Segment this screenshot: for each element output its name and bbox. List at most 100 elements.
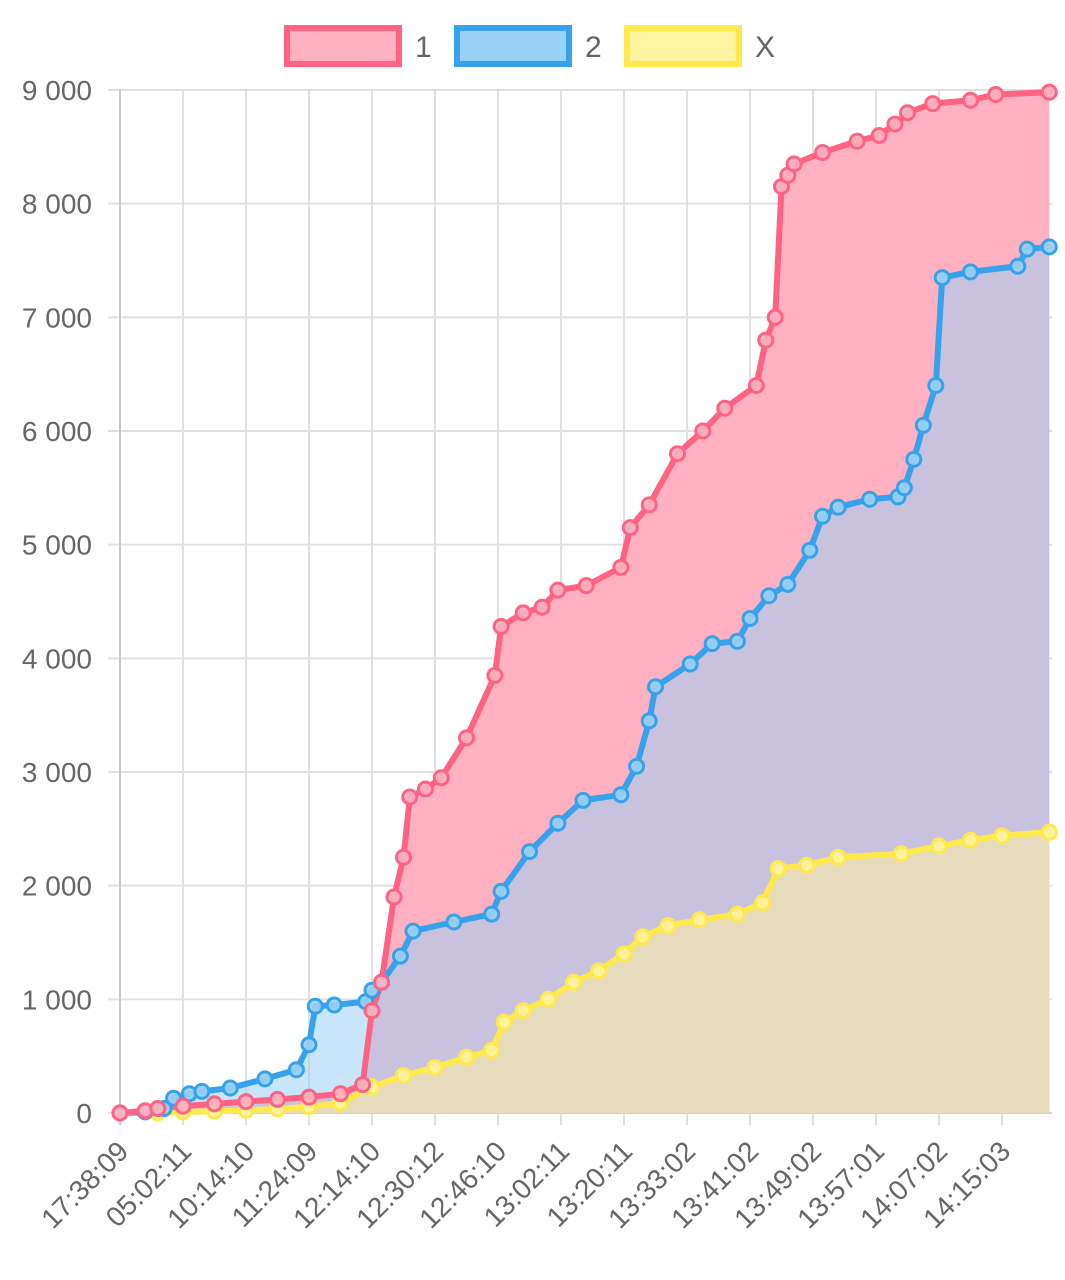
data-point[interactable] (445, 913, 463, 931)
data-point[interactable] (801, 541, 819, 559)
data-point[interactable] (669, 445, 686, 463)
data-point[interactable] (814, 507, 831, 525)
data-point[interactable] (987, 86, 1005, 103)
data-point[interactable] (492, 618, 510, 635)
data-point[interactable] (221, 1079, 239, 1097)
data-point[interactable] (647, 678, 664, 696)
data-point[interactable] (391, 947, 409, 965)
legend-item-1[interactable]: 1 (284, 25, 432, 67)
data-point[interactable] (539, 990, 557, 1008)
data-point[interactable] (899, 104, 916, 122)
data-point[interactable] (300, 1088, 318, 1106)
data-point[interactable] (785, 155, 803, 173)
data-point[interactable] (206, 1095, 223, 1113)
data-point[interactable] (1040, 83, 1058, 101)
data-point[interactable] (174, 1097, 192, 1115)
data-point[interactable] (590, 962, 608, 980)
data-point[interactable] (933, 269, 951, 287)
legend-item-2[interactable]: 2 (454, 25, 602, 67)
data-point[interactable] (373, 973, 390, 991)
data-point[interactable] (615, 945, 633, 963)
data-point[interactable] (757, 331, 775, 349)
data-point[interactable] (432, 769, 450, 787)
data-point[interactable] (269, 1090, 286, 1108)
data-point[interactable] (533, 598, 551, 616)
data-point[interactable] (111, 1104, 129, 1122)
data-point[interactable] (612, 558, 630, 576)
data-point[interactable] (779, 575, 797, 593)
data-point[interactable] (1009, 257, 1027, 275)
data-point[interactable] (691, 911, 709, 929)
data-point[interactable] (861, 490, 879, 508)
data-point[interactable] (870, 127, 888, 144)
data-point[interactable] (927, 377, 945, 394)
data-point[interactable] (892, 845, 910, 863)
legend-item-X[interactable]: X (624, 25, 775, 67)
data-point[interactable] (895, 479, 913, 497)
data-point[interactable] (659, 917, 677, 934)
data-point[interactable] (325, 996, 343, 1014)
data-point[interactable] (514, 1002, 532, 1020)
data-point[interactable] (930, 837, 948, 855)
data-point[interactable] (287, 1061, 305, 1079)
data-point[interactable] (993, 827, 1011, 845)
data-point[interactable] (521, 843, 538, 861)
data-point[interactable] (766, 308, 784, 326)
data-point[interactable] (914, 416, 932, 434)
data-point[interactable] (385, 888, 403, 906)
data-point[interactable] (728, 632, 746, 650)
data-point[interactable] (483, 1042, 501, 1059)
data-point[interactable] (404, 922, 422, 940)
data-point[interactable] (848, 132, 866, 150)
data-point[interactable] (401, 788, 419, 806)
data-point[interactable] (962, 263, 979, 281)
data-point[interactable] (426, 1059, 444, 1076)
data-point[interactable] (363, 1002, 381, 1020)
data-point[interactable] (886, 115, 904, 133)
data-point[interactable] (829, 498, 847, 516)
data-point[interactable] (354, 1076, 372, 1094)
data-point[interactable] (395, 848, 412, 866)
data-point[interactable] (306, 997, 324, 1015)
data-point[interactable] (754, 894, 772, 912)
data-point[interactable] (962, 91, 979, 109)
data-point[interactable] (332, 1085, 349, 1103)
data-point[interactable] (924, 95, 942, 113)
data-point[interactable] (483, 905, 501, 923)
data-point[interactable] (760, 587, 778, 605)
data-point[interactable] (681, 655, 699, 673)
data-point[interactable] (798, 856, 816, 874)
data-point[interactable] (574, 791, 592, 809)
data-point[interactable] (458, 1048, 475, 1066)
data-point[interactable] (417, 780, 434, 798)
data-point[interactable] (300, 1036, 318, 1054)
data-point[interactable] (769, 860, 787, 878)
data-point[interactable] (256, 1070, 274, 1088)
data-point[interactable] (628, 757, 646, 775)
data-point[interactable] (565, 973, 583, 991)
data-point[interactable] (1018, 240, 1036, 258)
data-point[interactable] (640, 496, 658, 514)
data-point[interactable] (458, 729, 475, 747)
data-point[interactable] (694, 422, 712, 440)
data-point[interactable] (495, 1013, 513, 1031)
data-point[interactable] (905, 450, 923, 468)
data-point[interactable] (237, 1093, 255, 1111)
data-point[interactable] (747, 377, 765, 394)
data-point[interactable] (1040, 238, 1058, 256)
data-point[interactable] (395, 1067, 412, 1084)
data-point[interactable] (514, 604, 532, 622)
data-point[interactable] (492, 882, 510, 900)
data-point[interactable] (549, 814, 567, 832)
data-point[interactable] (621, 519, 639, 537)
data-point[interactable] (549, 581, 567, 599)
data-point[interactable] (829, 848, 847, 866)
data-point[interactable] (612, 786, 630, 804)
data-point[interactable] (193, 1082, 211, 1100)
data-point[interactable] (149, 1100, 167, 1117)
data-point[interactable] (486, 666, 504, 684)
data-point[interactable] (962, 831, 979, 849)
data-point[interactable] (741, 610, 759, 627)
data-point[interactable] (640, 712, 658, 730)
data-point[interactable] (716, 399, 734, 417)
